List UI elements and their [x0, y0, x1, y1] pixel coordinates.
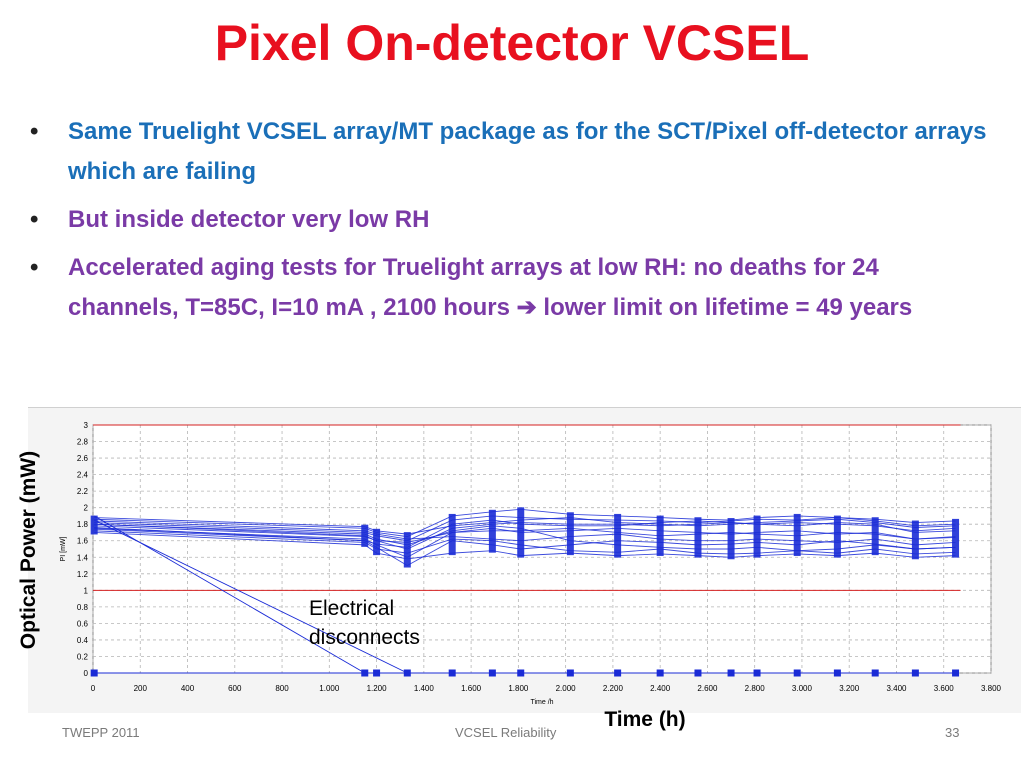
bullet-item: • Accelerated aging tests for Truelight … — [30, 248, 990, 328]
bullet-list: • Same Truelight VCSEL array/MT package … — [30, 112, 990, 336]
bullet-glyph: • — [30, 206, 39, 233]
y-axis-title: Optical Power (mW) — [17, 450, 40, 650]
bullet-text: Same Truelight VCSEL array/MT package as… — [68, 118, 987, 185]
bullet-text: But inside detector very low RH — [68, 206, 430, 233]
chart-panel — [28, 407, 1021, 713]
x-axis-title: Time (h) — [604, 708, 686, 731]
bullet-item: • But inside detector very low RH — [30, 200, 990, 240]
footer-left: TWEPP 2011 — [62, 725, 140, 740]
annotation-electrical-disconnects: Electrical disconnects — [309, 594, 420, 652]
bullet-item: • Same Truelight VCSEL array/MT package … — [30, 112, 990, 192]
annotation-line: Electrical — [309, 597, 395, 620]
slide-title: Pixel On-detector VCSEL — [214, 15, 810, 71]
bullet-text: Accelerated aging tests for Truelight ar… — [68, 254, 913, 321]
bullet-glyph: • — [30, 254, 39, 281]
footer-page-number: 33 — [945, 725, 960, 740]
bullet-glyph: • — [30, 118, 39, 145]
annotation-line: disconnects — [309, 626, 420, 649]
footer-center: VCSEL Reliability — [455, 725, 557, 740]
